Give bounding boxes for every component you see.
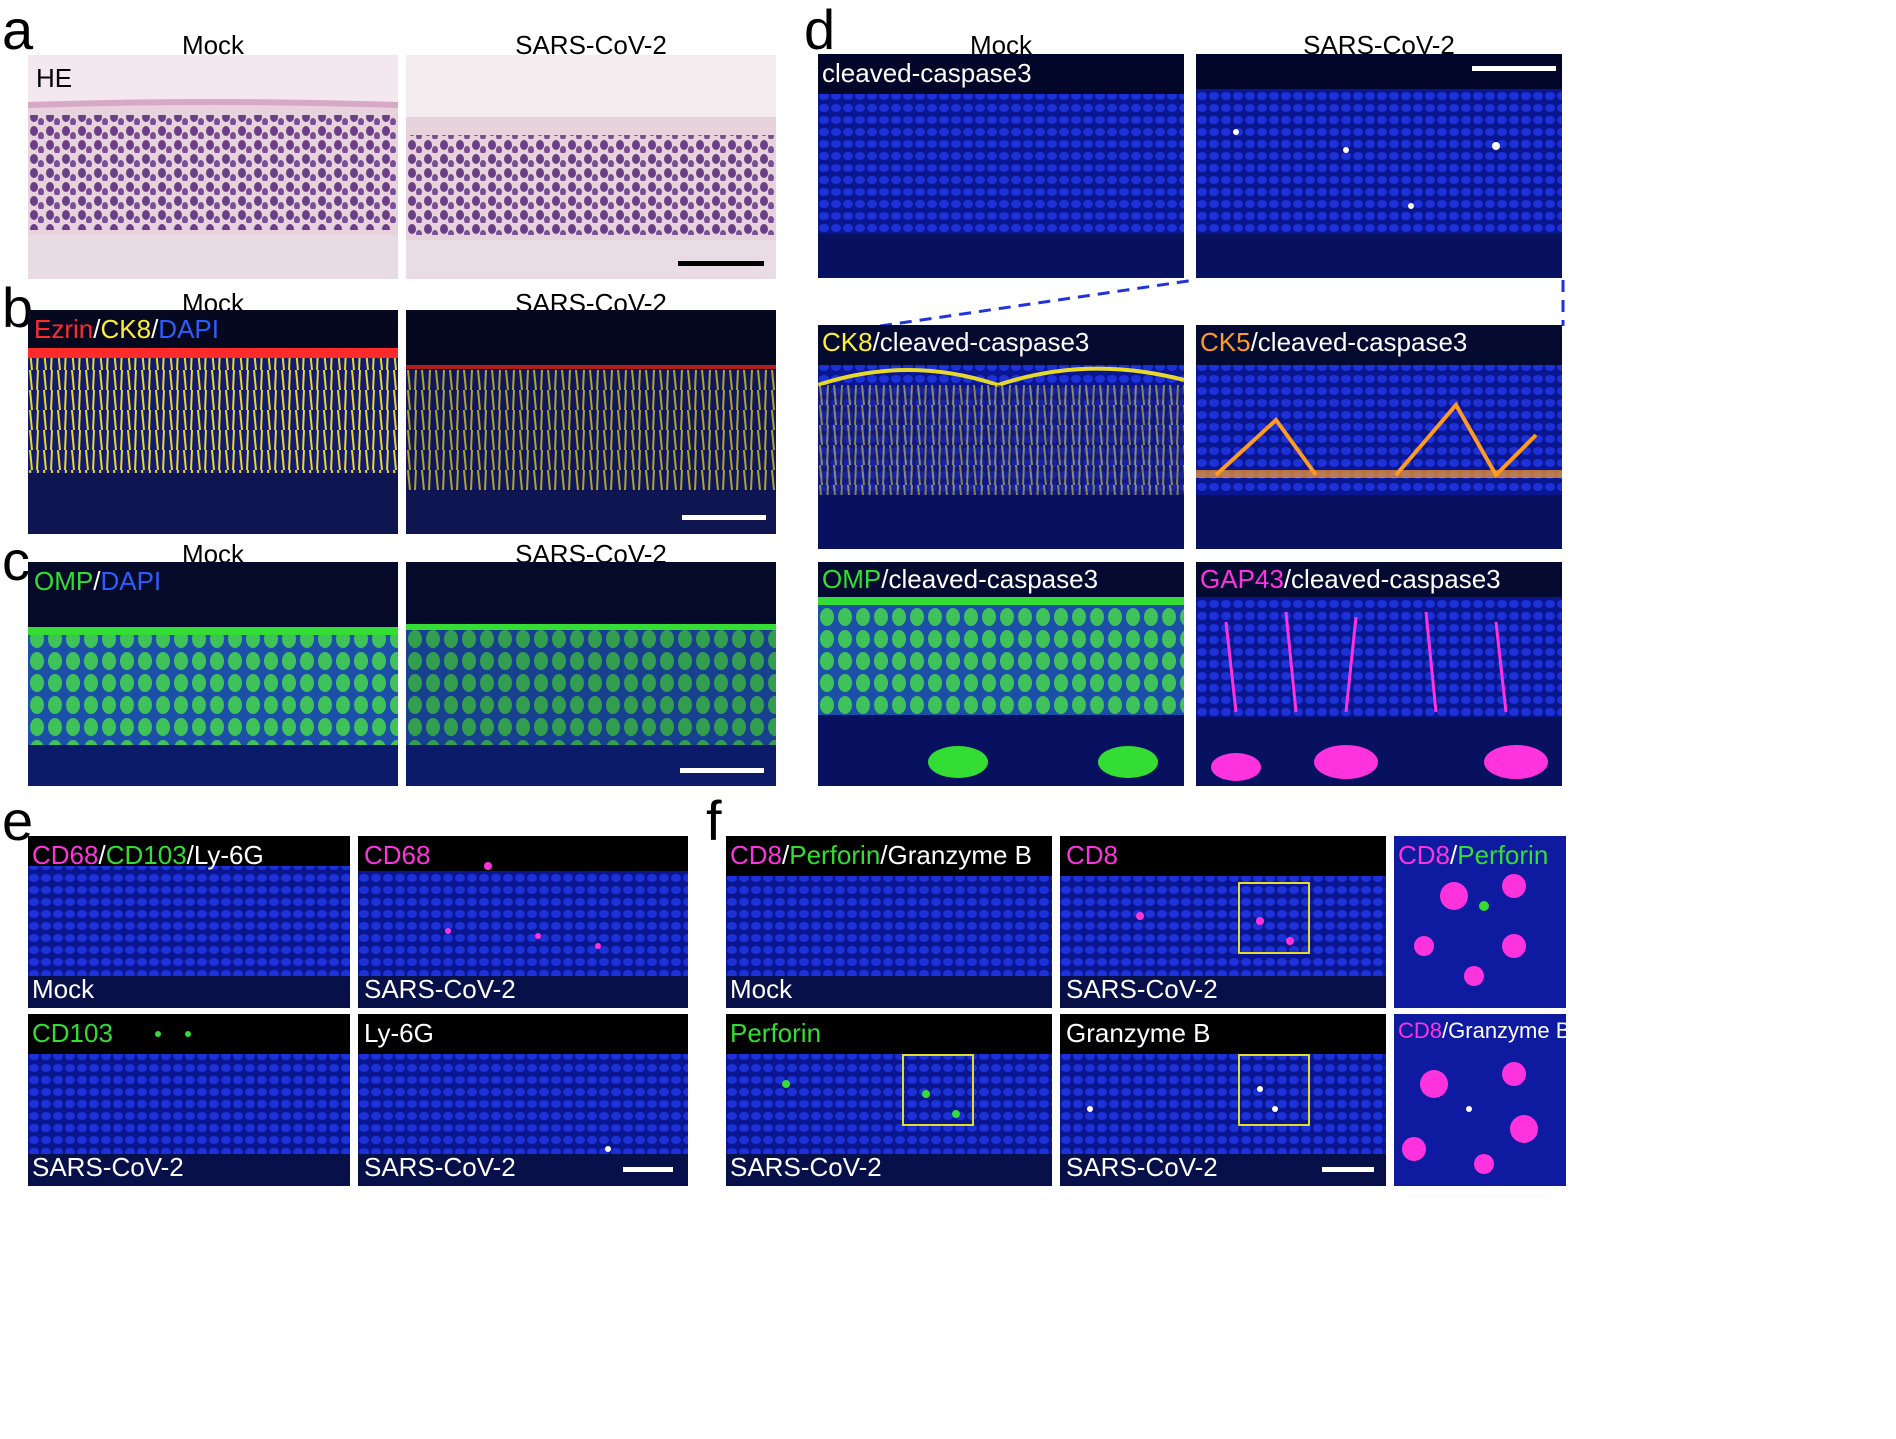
f-tl-condition: Mock bbox=[730, 974, 793, 1004]
e-tl-label: CD68/CD103/Ly-6G bbox=[32, 840, 264, 870]
scale-bar-b bbox=[682, 515, 766, 520]
panel-letter-d: d bbox=[804, 0, 836, 61]
omp-caspase-image: OMP/cleaved-caspase3 bbox=[818, 562, 1184, 786]
scale-bar-d bbox=[1472, 66, 1556, 71]
panel-letter-e: e bbox=[2, 789, 34, 852]
e-bl-label: CD103 bbox=[32, 1018, 113, 1048]
f-tm-label: CD8 bbox=[1066, 840, 1119, 870]
omp-mock-image: OMP/DAPI bbox=[28, 562, 398, 786]
ck5-caspase-label: CK5/cleaved-caspase3 bbox=[1200, 327, 1468, 357]
perforin-sars-image: Perforin SARS-CoV-2 bbox=[726, 1014, 1052, 1186]
col-title-sars-a: SARS-CoV-2 bbox=[515, 30, 667, 60]
caspase-mock-image: cleaved-caspase3 bbox=[818, 54, 1184, 278]
e-tr-label: CD68 bbox=[364, 840, 431, 870]
ck8-caspase-image: CK8/cleaved-caspase3 bbox=[818, 325, 1184, 549]
cd8-granzyme-zoom-image: CD8/Granzyme B bbox=[1394, 1014, 1566, 1186]
ck5-caspase-image: CK5/cleaved-caspase3 bbox=[1196, 325, 1562, 549]
caspase-sars-image bbox=[1196, 54, 1562, 278]
ezrin-ck8-dapi-label: Ezrin/CK8/DAPI bbox=[34, 314, 219, 344]
f-bl-condition: SARS-CoV-2 bbox=[730, 1152, 882, 1182]
cd8-sars-image: CD8 SARS-CoV-2 bbox=[1060, 836, 1386, 1008]
gap43-caspase-label: GAP43/cleaved-caspase3 bbox=[1200, 564, 1501, 594]
scale-bar-e bbox=[623, 1167, 673, 1172]
gap43-caspase-image: GAP43/cleaved-caspase3 bbox=[1196, 562, 1562, 786]
ezrin-ck8-sars-image bbox=[406, 310, 776, 534]
e-tl-condition: Mock bbox=[32, 974, 95, 1004]
scale-bar-f bbox=[1322, 1167, 1374, 1172]
f-tr-label: CD8/Perforin bbox=[1398, 840, 1549, 870]
f-tm-condition: SARS-CoV-2 bbox=[1066, 974, 1218, 1004]
panel-letter-c: c bbox=[2, 529, 30, 592]
e-tr-condition: SARS-CoV-2 bbox=[364, 974, 516, 1004]
cd68-cd103-ly6g-mock-image: CD68/CD103/Ly-6G Mock bbox=[28, 836, 350, 1008]
panel-letter-f: f bbox=[706, 789, 722, 852]
he-mock-image: HE bbox=[28, 55, 398, 279]
cd68-sars-image: CD68 SARS-CoV-2 bbox=[358, 836, 688, 1008]
f-tl-label: CD8/Perforin/Granzyme B bbox=[730, 840, 1033, 870]
zoom-box-perforin bbox=[902, 1054, 974, 1126]
zoom-dashed-lines bbox=[880, 278, 1565, 328]
scale-bar-a bbox=[678, 261, 764, 266]
f-br-label: CD8/Granzyme B bbox=[1398, 1018, 1566, 1043]
f-bm-label: Granzyme B bbox=[1066, 1018, 1211, 1048]
f-bl-label: Perforin bbox=[730, 1018, 822, 1048]
col-title-mock-a: Mock bbox=[181, 30, 245, 60]
cd8-perforin-granzyme-mock-image: CD8/Perforin/Granzyme B Mock bbox=[726, 836, 1052, 1008]
panel-letter-b: b bbox=[2, 276, 34, 339]
he-sars-image bbox=[406, 55, 776, 279]
zoom-box-cd8 bbox=[1238, 882, 1310, 954]
granzyme-sars-image: Granzyme B SARS-CoV-2 bbox=[1060, 1014, 1386, 1186]
cd103-sars-image: CD103 SARS-CoV-2 bbox=[28, 1014, 350, 1186]
col-title-mock-d: Mock bbox=[969, 30, 1033, 60]
ezrin-ck8-mock-image: Ezrin/CK8/DAPI bbox=[28, 310, 398, 534]
ck8-caspase-label: CK8/cleaved-caspase3 bbox=[822, 327, 1090, 357]
cd8-perforin-zoom-image: CD8/Perforin bbox=[1394, 836, 1566, 1008]
panel-letter-a: a bbox=[2, 0, 34, 61]
e-br-condition: SARS-CoV-2 bbox=[364, 1152, 516, 1182]
col-title-sars-d: SARS-CoV-2 bbox=[1303, 30, 1455, 60]
e-br-label: Ly-6G bbox=[364, 1018, 434, 1048]
he-label: HE bbox=[36, 63, 73, 93]
caspase-label-top: cleaved-caspase3 bbox=[822, 58, 1032, 88]
zoom-box-granzyme bbox=[1238, 1054, 1310, 1126]
f-bm-condition: SARS-CoV-2 bbox=[1066, 1152, 1218, 1182]
omp-dapi-label: OMP/DAPI bbox=[34, 566, 162, 596]
omp-sars-image bbox=[406, 562, 776, 786]
e-bl-condition: SARS-CoV-2 bbox=[32, 1152, 184, 1182]
ly6g-sars-image: Ly-6G SARS-CoV-2 bbox=[358, 1014, 688, 1186]
omp-caspase-label: OMP/cleaved-caspase3 bbox=[822, 564, 1099, 594]
scale-bar-c bbox=[680, 768, 764, 773]
